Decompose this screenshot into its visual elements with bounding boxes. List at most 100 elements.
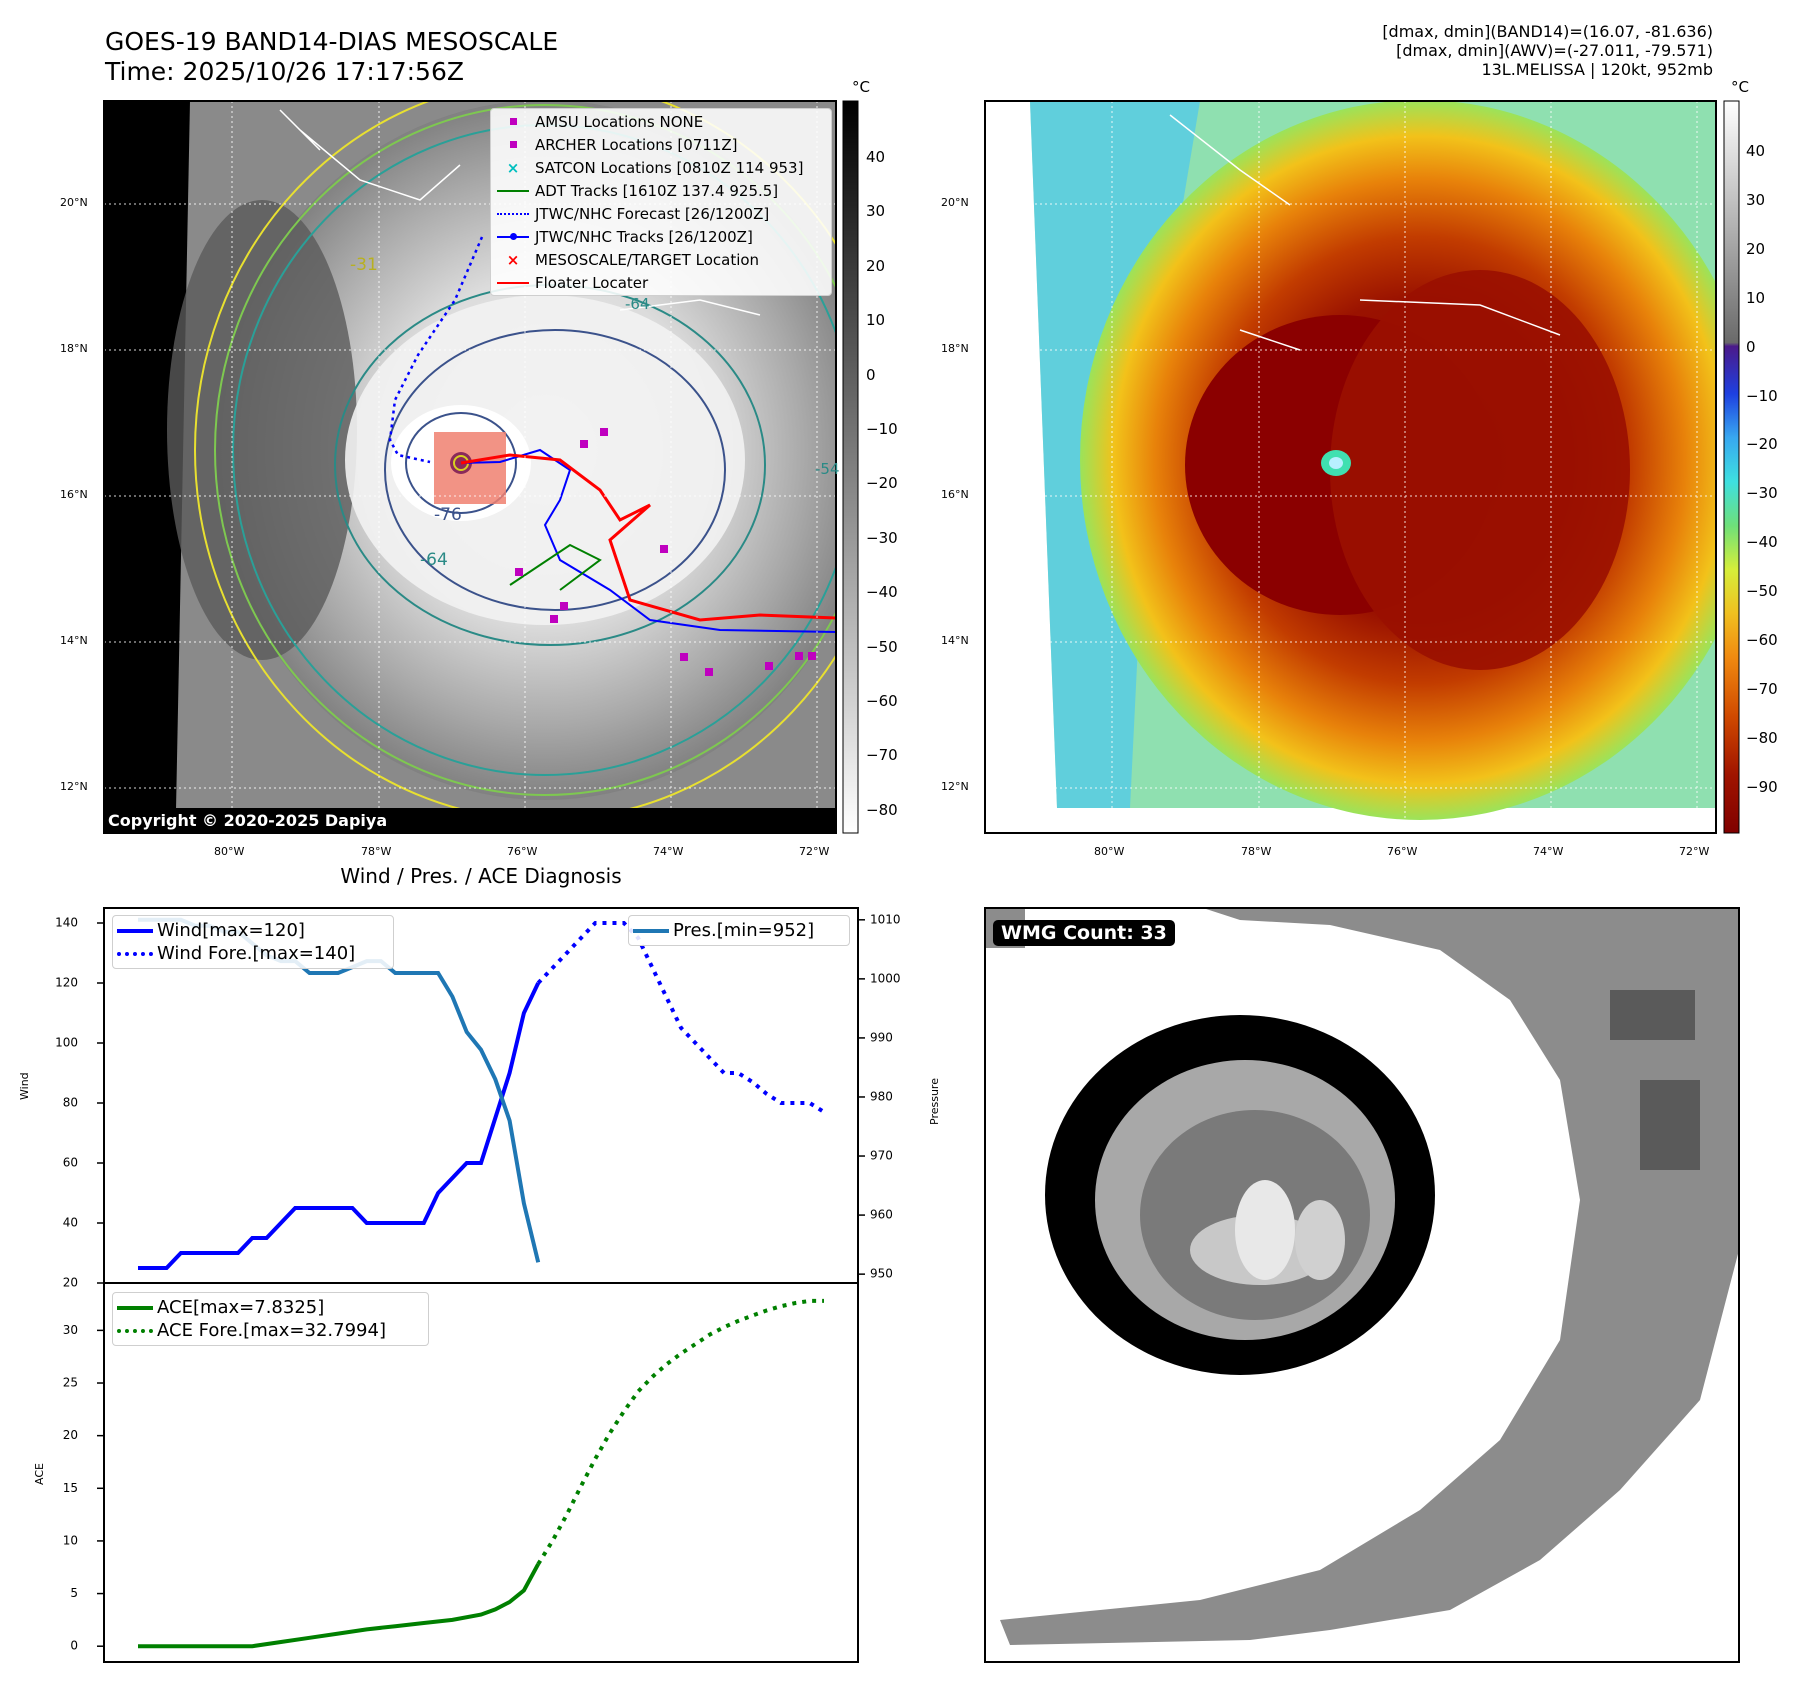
wind-axis-tick-label: 140 [55, 916, 78, 930]
wmg-frame [984, 907, 1740, 1663]
awv-colorbar-tick: −10 [1746, 386, 1778, 405]
pressure-axis-label: Pressure [928, 1078, 941, 1125]
wind-axis-tick-label: 120 [55, 976, 78, 990]
ir-colorbar-tick: 0 [866, 365, 876, 384]
dotted-line-icon [113, 951, 157, 956]
figure-title: GOES-19 BAND14-DIAS MESOSCALE Time: 2025… [105, 27, 558, 87]
awv-colorbar-tick: −50 [1746, 582, 1778, 601]
awv-colorbar-tick: 0 [1746, 337, 1756, 356]
ace-plot-frame [103, 1282, 859, 1663]
awv-lat-label-18n: 18°N [941, 342, 969, 355]
wmg-count-badge: WMG Count: 33 [993, 920, 1175, 946]
storm-info: [dmax, dmin](BAND14)=(16.07, -81.636) [d… [1113, 22, 1713, 79]
solid-line-icon [491, 281, 535, 284]
pressure-axis-tick-label: 990 [870, 1030, 893, 1044]
legend-item-archer: ARCHER Locations [0711Z] [491, 133, 831, 156]
legend-item-forecast: JTWC/NHC Forecast [26/1200Z] [491, 202, 831, 225]
awv-colorbar-tick: −20 [1746, 435, 1778, 454]
pressure-axis-tick-label: 960 [870, 1208, 893, 1222]
ir-colorbar-tick: 10 [866, 311, 886, 330]
ace-axis-tick-label: 10 [63, 1533, 78, 1547]
ace-axis-label: ACE [33, 1463, 46, 1485]
ir-colorbar-tick: −10 [866, 420, 898, 438]
awv-lon-label-76w: 76°W [1387, 845, 1418, 858]
ir-map-legend: AMSU Locations NONE ARCHER Locations [07… [490, 108, 832, 296]
ir-colorbar-tick: 40 [866, 148, 886, 166]
awv-colorbar-tick: −60 [1746, 631, 1778, 649]
wind-line [138, 982, 541, 1270]
ace-axis-tick-label: 25 [63, 1376, 78, 1390]
legend-item-tracks: JTWC/NHC Tracks [26/1200Z] [491, 225, 831, 248]
ir-colorbar-tick: −80 [866, 800, 898, 819]
ace-axis-tick-label: 0 [70, 1639, 78, 1653]
awv-map-frame [984, 100, 1717, 834]
pressure-axis-tick-label: 1000 [870, 971, 901, 985]
wmg-image [985, 908, 1739, 1662]
awv-lon-label-80w: 80°W [1094, 845, 1125, 858]
legend-item-wind-fore: Wind Fore.[max=140] [113, 942, 393, 965]
awv-lat-label-14n: 14°N [941, 634, 969, 647]
line-dot-icon [491, 232, 535, 240]
legend-item-satcon: × SATCON Locations [0810Z 114 953] [491, 156, 831, 179]
ir-colorbar-tick: 30 [866, 202, 886, 221]
ir-map-frame [103, 100, 837, 834]
info-band14-range: [dmax, dmin](BAND14)=(16.07, -81.636) [1382, 22, 1713, 41]
pressure-legend: Pres.[min=952] [628, 915, 850, 946]
ir-lat-label-12n: 12°N [60, 780, 88, 793]
pressure-axis-tick-label: 1010 [870, 912, 901, 926]
legend-item-pressure: Pres.[min=952] [629, 919, 849, 942]
legend-item-wind: Wind[max=120] [113, 919, 393, 942]
pressure-axis-tick-label: 950 [870, 1267, 893, 1281]
ace-series [138, 1298, 824, 1649]
awv-colorbar-tick: −80 [1746, 728, 1778, 747]
diagnosis-title: Wind / Pres. / ACE Diagnosis [340, 864, 622, 888]
ace-forecast-line [536, 1298, 824, 1566]
wind-axis-label: Wind [18, 1072, 31, 1100]
ace-line [138, 1563, 540, 1649]
dotted-line-icon [491, 212, 535, 215]
ir-colorbar-tick: 20 [866, 256, 886, 275]
contour-label-31: -31 [350, 255, 378, 275]
wind-axis-tick-label: 60 [63, 1156, 78, 1170]
wind-axis-tick-label: 40 [63, 1216, 78, 1230]
awv-colorbar-tick: −70 [1746, 679, 1778, 698]
x-marker-icon: × [506, 158, 520, 177]
ir-lat-label-16n: 16°N [60, 488, 88, 501]
pressure-line [138, 917, 541, 1263]
ace-legend: ACE[max=7.8325] ACE Fore.[max=32.7994] [112, 1292, 429, 1346]
ace-axis: 0 5 10 15 20 25 30 [63, 1323, 104, 1653]
info-storm-intensity: 13L.MELISSA | 120kt, 952mb [1481, 60, 1713, 79]
contour-label-64: -64 [420, 550, 448, 570]
ace-axis-tick-label: 30 [63, 1323, 78, 1337]
ir-colorbar-tick: −60 [866, 692, 898, 710]
wind-pres-series [138, 917, 826, 1270]
ir-colorbar-unit: °C [852, 78, 870, 96]
wind-axis: 20 40 60 80 100 120 140 [55, 916, 104, 1290]
awv-colorbar-tick: 10 [1746, 288, 1766, 307]
contour-label-54: -54 [815, 460, 840, 478]
pressure-axis-tick-label: 970 [870, 1149, 893, 1163]
wind-axis-tick-label: 80 [63, 1096, 78, 1110]
ir-lat-label-20n: 20°N [60, 196, 88, 209]
ir-lon-label-74w: 74°W [653, 845, 684, 858]
awv-lon-label-72w: 72°W [1679, 845, 1710, 858]
ir-colorbar [842, 100, 859, 834]
dotted-line-icon [113, 1328, 157, 1333]
pressure-axis-tick-label: 980 [870, 1089, 893, 1103]
solid-line-icon [491, 189, 535, 192]
ir-colorbar-tick: −70 [866, 746, 898, 765]
ir-lat-label-18n: 18°N [60, 342, 88, 355]
awv-colorbar-unit: °C [1731, 78, 1749, 96]
awv-lat-label-16n: 16°N [941, 488, 969, 501]
solid-line-icon [113, 1305, 157, 1310]
legend-item-adt: ADT Tracks [1610Z 137.4 925.5] [491, 179, 831, 202]
awv-lat-label-20n: 20°N [941, 196, 969, 209]
solid-line-icon [629, 928, 673, 933]
awv-colorbar-tick: 30 [1746, 190, 1766, 209]
awv-lon-label-74w: 74°W [1533, 845, 1564, 858]
awv-lat-label-12n: 12°N [941, 780, 969, 793]
awv-satellite-image [985, 101, 1716, 833]
square-marker-icon [491, 118, 535, 125]
wind-axis-tick-label: 20 [63, 1276, 78, 1290]
wind-legend: Wind[max=120] Wind Fore.[max=140] [112, 915, 394, 969]
